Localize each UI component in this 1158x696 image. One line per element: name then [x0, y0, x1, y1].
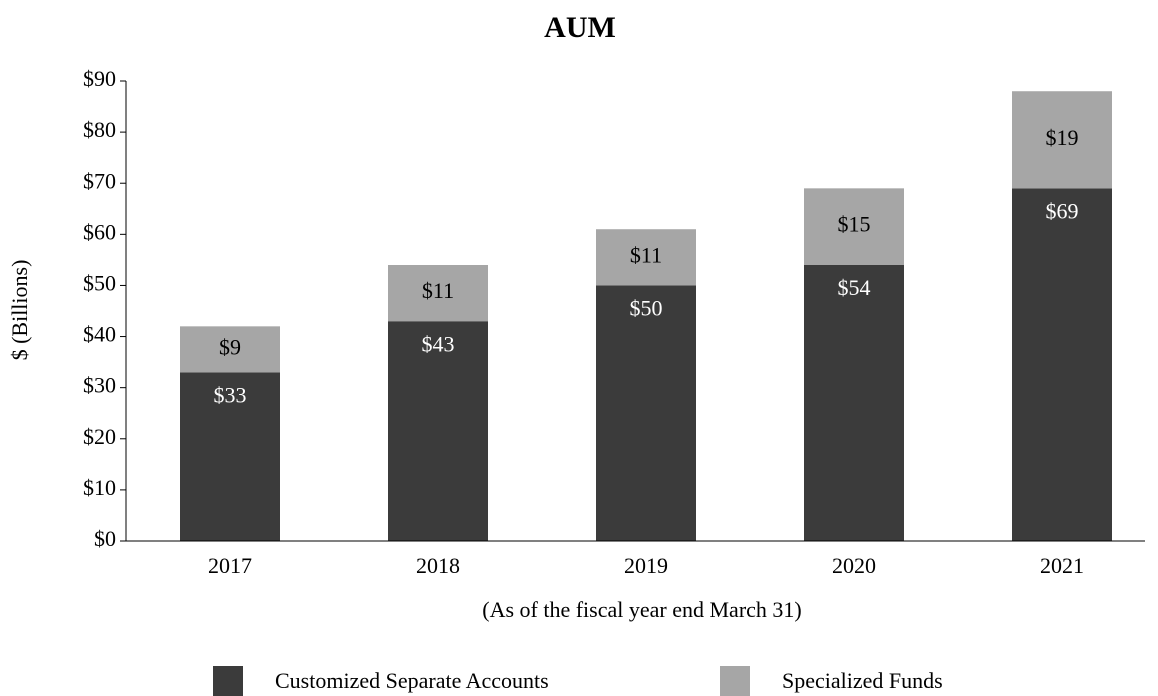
y-tick-label: $20: [83, 424, 116, 449]
y-tick-label: $30: [83, 373, 116, 398]
bar-segment: [388, 265, 488, 322]
data-label: $11: [422, 278, 454, 303]
bar-segment: [804, 265, 904, 541]
bar-segment: [804, 188, 904, 265]
data-label: $69: [1046, 198, 1079, 223]
bar-segment: [388, 321, 488, 541]
data-label: $43: [422, 331, 455, 356]
bar-segment: [1012, 91, 1112, 189]
data-label: $50: [630, 295, 663, 320]
y-tick-label: $80: [83, 117, 116, 142]
data-label: $33: [214, 382, 247, 407]
data-label: $9: [219, 334, 241, 359]
x-axis-label: (As of the fiscal year end March 31): [482, 597, 801, 622]
bar-segment: [596, 285, 696, 541]
data-label: $19: [1046, 125, 1079, 150]
legend-swatch: [720, 666, 750, 696]
chart-title: AUM: [544, 11, 616, 44]
y-tick-label: $70: [83, 168, 116, 193]
bar-segment: [596, 229, 696, 286]
data-label: $11: [630, 242, 662, 267]
x-tick-label: 2021: [1040, 553, 1084, 578]
x-tick-label: 2018: [416, 553, 460, 578]
y-tick-label: $0: [94, 526, 116, 551]
y-tick-label: $60: [83, 219, 116, 244]
y-tick-label: $90: [83, 66, 116, 91]
bar-segment: [1012, 188, 1112, 542]
y-tick-label: $50: [83, 270, 116, 295]
data-label: $15: [838, 212, 871, 237]
x-tick-label: 2020: [832, 553, 876, 578]
y-axis-label: $ (Billions): [7, 260, 32, 361]
legend-label: Customized Separate Accounts: [275, 668, 549, 693]
bar-segment: [180, 372, 280, 541]
x-tick-label: 2017: [208, 553, 252, 578]
y-tick-label: $40: [83, 322, 116, 347]
legend-swatch: [213, 666, 243, 696]
legend-label: Specialized Funds: [782, 668, 943, 693]
bar-segment: [180, 326, 280, 373]
data-label: $54: [838, 275, 871, 300]
x-tick-label: 2019: [624, 553, 668, 578]
y-tick-label: $10: [83, 475, 116, 500]
